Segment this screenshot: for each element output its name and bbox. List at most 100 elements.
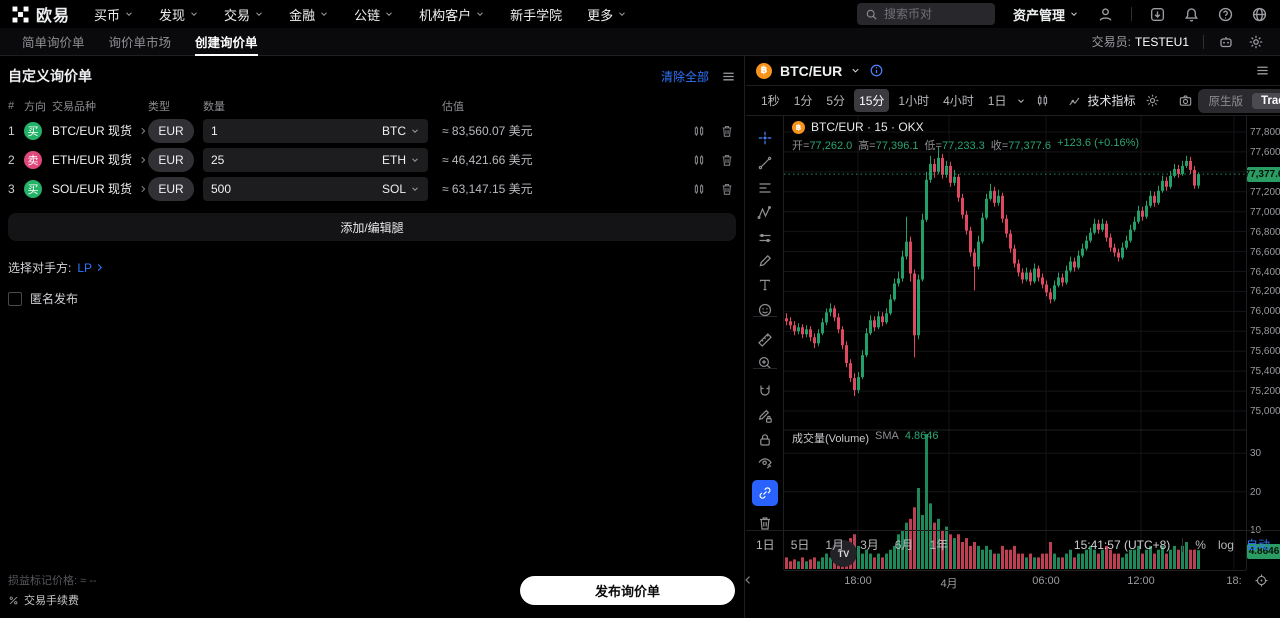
position-tool[interactable]	[752, 227, 778, 249]
mode-TradingView[interactable]: TradingView	[1252, 92, 1280, 109]
menu-item-2[interactable]: 交易	[224, 5, 264, 24]
amount-field[interactable]: SOL	[203, 176, 428, 201]
assets-menu[interactable]: 资产管理	[1013, 5, 1079, 24]
ruler-tool[interactable]	[752, 329, 778, 351]
delete-leg-icon[interactable]	[720, 153, 734, 167]
instrument-selector[interactable]: SOL/EUR 现货	[52, 180, 148, 197]
fib-retracement-tool[interactable]	[752, 177, 778, 199]
chevron-down-icon[interactable]	[850, 65, 861, 76]
user-icon[interactable]	[1097, 6, 1114, 23]
range-1月[interactable]: 1月	[825, 538, 845, 552]
delete-leg-icon[interactable]	[720, 182, 734, 196]
interval-1日[interactable]: 1日	[987, 94, 1007, 108]
search-box[interactable]	[856, 3, 995, 25]
xabcd-pattern-tool[interactable]	[752, 202, 778, 224]
anonymous-checkbox[interactable]	[8, 291, 22, 306]
instrument-selector[interactable]: BTC/EUR 现货	[52, 122, 148, 139]
clear-all-link[interactable]: 清除全部	[660, 69, 709, 84]
amount-input[interactable]	[211, 152, 382, 167]
symbol-selector[interactable]: BTC/EUR	[780, 62, 843, 79]
link-tool[interactable]	[752, 480, 778, 506]
bell-icon[interactable]	[1183, 6, 1200, 23]
time-axis[interactable]: 18:00 4月 06:00 12:00 18:	[745, 570, 1246, 590]
bot-icon[interactable]	[1218, 34, 1234, 50]
scroll-left-icon[interactable]	[742, 574, 754, 586]
download-icon[interactable]	[1149, 6, 1166, 23]
range-1日[interactable]: 1日	[756, 538, 775, 552]
delete-leg-icon[interactable]	[720, 124, 734, 138]
menu-item-6[interactable]: 新手学院	[510, 5, 562, 24]
text-tool[interactable]	[752, 274, 778, 296]
mode-原生版[interactable]: 原生版	[1208, 95, 1244, 108]
help-icon[interactable]	[1217, 6, 1234, 23]
menu-item-5[interactable]: 机构客户	[419, 5, 485, 24]
chevron-down-icon	[1069, 9, 1079, 19]
range-5日[interactable]: 5日	[790, 538, 810, 552]
menu-icon[interactable]	[721, 69, 736, 84]
amount-input[interactable]	[211, 181, 382, 196]
interval-1小时[interactable]: 1小时	[898, 94, 930, 108]
type-pill[interactable]: EUR	[148, 176, 194, 201]
reset-chart-icon[interactable]	[1254, 573, 1269, 588]
okx-brand[interactable]: 欧易	[12, 2, 70, 26]
gear-icon[interactable]	[1145, 93, 1160, 108]
info-icon[interactable]	[869, 63, 884, 78]
add-edit-leg-button[interactable]: 添加/编辑腿	[8, 213, 736, 241]
gear-icon[interactable]	[1248, 34, 1264, 50]
tab-简单询价单[interactable]: 简单询价单	[22, 36, 85, 50]
type-pill[interactable]: EUR	[148, 147, 194, 172]
globe-icon[interactable]	[1251, 6, 1268, 23]
percent-scale-button[interactable]: %	[1195, 537, 1206, 552]
menu-item-7[interactable]: 更多	[587, 5, 627, 24]
interval-15分[interactable]: 15分	[854, 89, 890, 112]
brush-tool[interactable]	[752, 250, 778, 272]
instrument-selector[interactable]: ETH/EUR 现货	[52, 151, 148, 168]
auto-scale-button[interactable]: 自动	[1245, 538, 1270, 552]
interval-1秒[interactable]: 1秒	[761, 94, 780, 108]
crosshair-tool[interactable]	[752, 127, 778, 149]
publish-rfq-button[interactable]: 发布询价单	[520, 575, 735, 605]
emoji-tool[interactable]	[752, 299, 778, 321]
unit-dropdown[interactable]: ETH	[382, 153, 420, 167]
price-axis-label: 76,200.0	[1250, 286, 1280, 298]
price-axis[interactable]: 77,800.0 77,600.0 77,200.0 77,000.0 76,800.0…	[1245, 116, 1280, 570]
amount-input[interactable]	[211, 123, 382, 138]
candle-style-icon[interactable]	[1035, 93, 1050, 108]
menu-icon[interactable]	[1255, 63, 1270, 78]
log-scale-button[interactable]: log	[1217, 537, 1234, 552]
menu-item-3[interactable]: 金融	[289, 5, 329, 24]
tab-创建询价单[interactable]: 创建询价单	[183, 28, 270, 56]
range-1年[interactable]: 1年	[929, 538, 949, 552]
lock-tool[interactable]	[752, 429, 778, 451]
magnet-tool[interactable]	[752, 380, 778, 402]
view-candles-icon[interactable]	[692, 182, 706, 196]
menu-item-0[interactable]: 买币	[94, 5, 134, 24]
tab-询价单市场[interactable]: 询价单市场	[108, 36, 172, 50]
interval-4小时[interactable]: 4小时	[943, 94, 974, 108]
type-pill[interactable]: EUR	[148, 118, 194, 143]
delete-drawings-tool[interactable]	[752, 512, 778, 534]
search-input[interactable]	[883, 7, 984, 21]
zoom-in-tool[interactable]	[752, 352, 778, 374]
draw-lock-tool[interactable]	[752, 405, 778, 427]
unit-dropdown[interactable]: SOL	[382, 182, 420, 196]
camera-icon[interactable]	[1178, 93, 1193, 108]
interval-5分[interactable]: 5分	[826, 94, 846, 108]
hide-drawings-tool[interactable]	[752, 452, 778, 474]
menu-item-label: 公链	[354, 7, 381, 23]
counterparty-link[interactable]: LP	[77, 261, 105, 275]
interval-1分[interactable]: 1分	[793, 94, 813, 108]
range-6月[interactable]: 6月	[894, 538, 914, 552]
unit-dropdown[interactable]: BTC	[382, 124, 420, 138]
amount-field[interactable]: BTC	[203, 118, 428, 143]
trend-line-tool[interactable]	[752, 152, 778, 174]
chevron-down-icon[interactable]	[1016, 96, 1026, 106]
chart-plot[interactable]: ฿ BTC/EUR · 15 · OKX 开=77,262.0 高=77,396…	[784, 116, 1246, 570]
view-candles-icon[interactable]	[692, 153, 706, 167]
view-candles-icon[interactable]	[692, 124, 706, 138]
range-3月[interactable]: 3月	[860, 538, 879, 552]
indicators-button[interactable]: 技术指标	[1068, 92, 1136, 109]
amount-field[interactable]: ETH	[203, 147, 428, 172]
menu-item-4[interactable]: 公链	[354, 5, 394, 24]
menu-item-1[interactable]: 发现	[159, 5, 199, 24]
